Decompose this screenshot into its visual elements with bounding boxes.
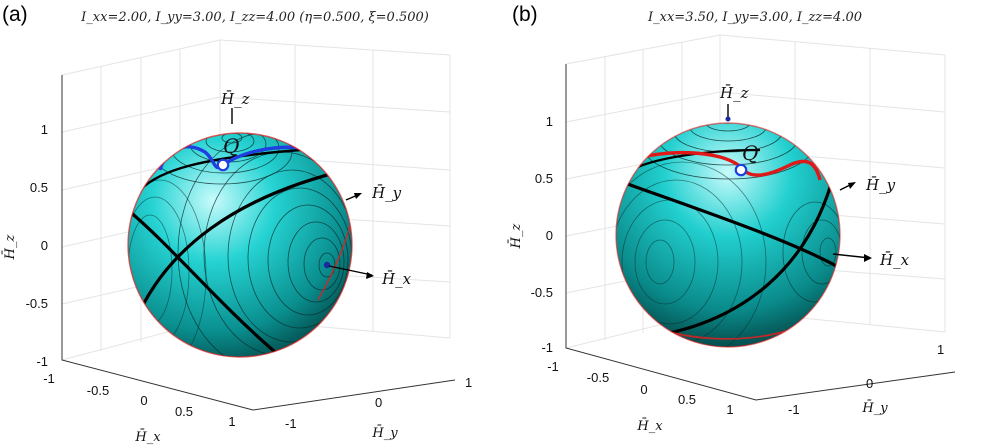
hx-label: H̄_x: [381, 270, 412, 288]
panel-b-x-axis-label: H̄_x: [636, 418, 663, 434]
z-tick: -0.5: [26, 296, 48, 311]
panel-b-x-ticks: -1 -0.5 0 0.5 1: [547, 359, 733, 417]
x-tick: 0: [140, 393, 147, 408]
panel-a-tag: (a): [2, 3, 28, 26]
z-tick: 0.5: [30, 180, 48, 195]
panel-a-z-ticks: 1 0.5 0 -0.5 -1: [26, 122, 48, 369]
hy-arrow-head: [848, 182, 856, 189]
x-tick: -1: [547, 359, 559, 374]
hz-label: H̄_z: [220, 90, 250, 108]
hz-point: [725, 116, 731, 122]
z-tick: 0: [41, 238, 48, 253]
q-label: Q: [742, 141, 758, 165]
panel-a-x-axis-label: H̄_x: [134, 429, 161, 445]
x-tick: -0.5: [87, 383, 109, 398]
y-tick: 1: [465, 375, 472, 390]
panel-a-title: I_xx=2.00, I_yy=3.00, I_zz=4.00 (η=0.500…: [80, 10, 429, 25]
hz-label: H̄_z: [719, 84, 749, 102]
x-tick: 0: [640, 382, 647, 397]
z-tick: -1: [36, 354, 48, 369]
panel-b-tag: (b): [512, 3, 538, 26]
sphere-rim: [615, 122, 841, 348]
z-tick: 0: [546, 228, 553, 243]
q-point: [216, 158, 230, 172]
panel-a-sphere: [127, 132, 353, 358]
panel-b-title: I_xx=3.50, I_yy=3.00, I_zz=4.00: [647, 10, 862, 25]
panel-b-y-ticks: 1 0 -1: [788, 342, 944, 417]
y-tick: -1: [285, 416, 297, 431]
hx-label: H̄_x: [879, 251, 910, 269]
z-tick: -1: [541, 340, 553, 355]
panel-b-y-axis-label: H̄_y: [861, 400, 888, 416]
x-tick: -0.5: [587, 370, 609, 385]
y-tick: 1: [937, 342, 944, 357]
q-label: Q: [223, 134, 239, 158]
panel-a-callouts: H̄_x H̄_z H̄_y Q: [216, 90, 412, 288]
y-tick: -1: [788, 402, 800, 417]
x-tick: -1: [43, 371, 55, 386]
x-tick: 0.5: [175, 404, 193, 419]
q-point: [734, 163, 748, 177]
hy-label: H̄_y: [371, 184, 402, 202]
panel-a-z-axis-label: H̄_z: [2, 235, 18, 261]
z-tick: -0.5: [531, 285, 553, 300]
panel-a: (a) I_xx=2.00, I_yy=3.00, I_zz=4.00 (η=0…: [2, 3, 473, 445]
hx-arrow: [832, 253, 871, 259]
panel-b-callouts: H̄_z H̄_y H̄_x Q: [719, 84, 910, 269]
y-tick: 0: [375, 395, 382, 410]
panel-a-y-ticks: 1 0 -1: [285, 375, 472, 431]
x-tick: 1: [228, 414, 235, 429]
sphere-surface: [616, 123, 840, 347]
panel-b-z-axis-label: H̄_z: [508, 224, 524, 250]
x-tick: 0.5: [678, 392, 696, 407]
hx-arrow-head: [366, 272, 374, 279]
hx-arrow-head: [864, 254, 872, 262]
hx-point: [323, 261, 331, 269]
x-tick: 1: [726, 402, 733, 417]
panel-b-highlight-curve: [632, 150, 822, 181]
z-tick: 1: [41, 122, 48, 137]
z-tick: 1: [546, 114, 553, 129]
sphere-surface: [128, 133, 352, 357]
z-tick: 0.5: [535, 171, 553, 186]
panel-b: (b) I_xx=3.50, I_yy=3.00, I_zz=4.00 1 0.…: [508, 3, 956, 434]
panel-a-x-ticks: -1 -0.5 0 0.5 1: [43, 371, 235, 429]
panel-b-z-ticks: 1 0.5 0 -0.5 -1: [531, 114, 553, 355]
sphere-rim: [127, 132, 353, 358]
hy-arrow-head: [354, 193, 362, 199]
panel-b-sphere: [615, 122, 841, 348]
hy-label: H̄_y: [865, 176, 896, 194]
hx-arrow: [328, 265, 373, 276]
panel-a-y-axis-label: H̄_y: [371, 425, 398, 441]
y-tick: 0: [866, 376, 873, 391]
